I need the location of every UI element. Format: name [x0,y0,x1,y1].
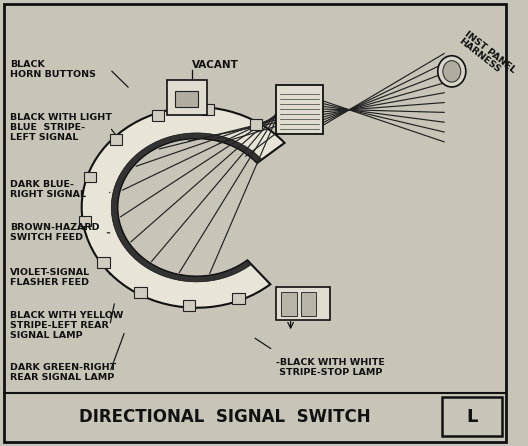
Text: DARK GREEN-RIGHT
REAR SIGNAL LAMP: DARK GREEN-RIGHT REAR SIGNAL LAMP [10,363,117,382]
FancyBboxPatch shape [250,119,262,129]
FancyBboxPatch shape [276,287,331,320]
FancyBboxPatch shape [232,293,245,304]
FancyBboxPatch shape [175,91,199,107]
Wedge shape [111,133,262,282]
Text: BLACK WITH LIGHT
BLUE  STRIPE-
LEFT SIGNAL: BLACK WITH LIGHT BLUE STRIPE- LEFT SIGNA… [10,112,112,142]
Text: VACANT: VACANT [192,59,239,70]
FancyBboxPatch shape [79,216,91,227]
Text: VIOLET-SIGNAL
FLASHER FEED: VIOLET-SIGNAL FLASHER FEED [10,268,90,287]
FancyBboxPatch shape [276,85,323,134]
Ellipse shape [443,61,461,82]
FancyBboxPatch shape [110,134,122,145]
FancyBboxPatch shape [152,110,164,120]
Text: -BLACK WITH WHITE
 STRIPE-STOP LAMP: -BLACK WITH WHITE STRIPE-STOP LAMP [276,359,384,377]
Text: DIRECTIONAL  SIGNAL  SWITCH: DIRECTIONAL SIGNAL SWITCH [79,408,371,426]
FancyBboxPatch shape [167,80,207,115]
FancyBboxPatch shape [301,292,316,316]
Text: INST PANEL
HARNESS: INST PANEL HARNESS [457,29,517,82]
Wedge shape [82,107,285,308]
FancyBboxPatch shape [202,104,214,115]
Text: BLACK WITH YELLOW
STRIPE-LEFT REAR
SIGNAL LAMP: BLACK WITH YELLOW STRIPE-LEFT REAR SIGNA… [10,311,124,340]
Ellipse shape [438,56,466,87]
FancyBboxPatch shape [134,287,146,298]
FancyBboxPatch shape [97,257,109,268]
FancyBboxPatch shape [441,397,502,436]
Text: BROWN-HAZARD
SWITCH FEED: BROWN-HAZARD SWITCH FEED [10,223,100,242]
FancyBboxPatch shape [183,300,195,310]
Text: BLACK
HORN BUTTONS: BLACK HORN BUTTONS [10,60,96,78]
FancyBboxPatch shape [281,292,297,316]
Text: L: L [466,408,477,425]
FancyBboxPatch shape [83,172,96,182]
Text: DARK BLUE-
RIGHT SIGNAL: DARK BLUE- RIGHT SIGNAL [10,180,86,199]
